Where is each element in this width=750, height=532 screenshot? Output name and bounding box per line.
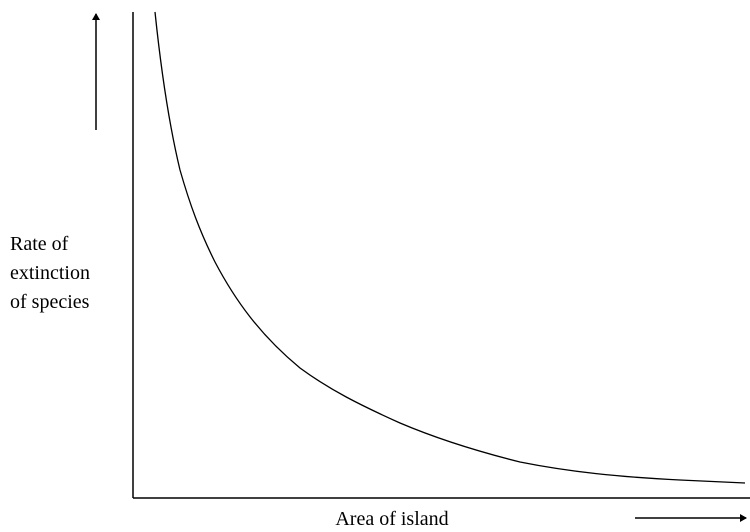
y-axis-label-line: of species xyxy=(10,291,90,313)
extinction-curve xyxy=(154,11,746,484)
y-axis-label-line: extinction xyxy=(10,262,90,284)
y-axis-label-line: Rate of xyxy=(10,233,69,255)
x-axis-label: Area of island xyxy=(335,508,448,527)
